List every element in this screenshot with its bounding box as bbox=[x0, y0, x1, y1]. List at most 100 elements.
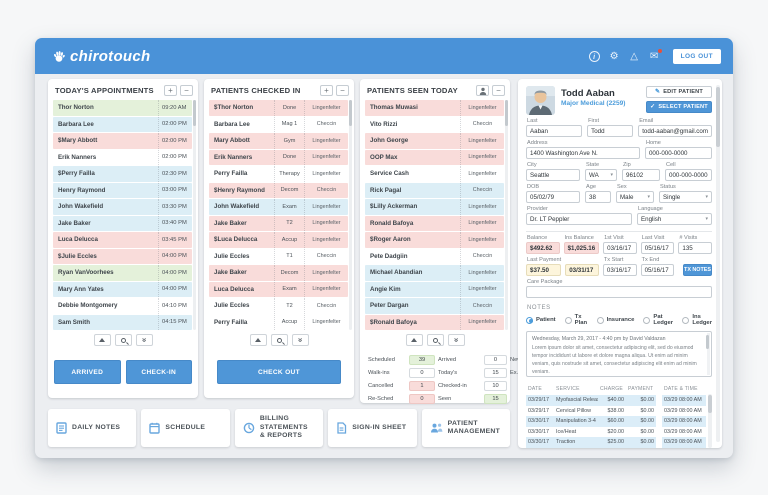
appointment-row[interactable]: Luca Delucca 03:45 PM bbox=[53, 232, 192, 248]
table-cell[interactable]: 03/29 08:00 AM bbox=[662, 395, 706, 406]
notes-tab-insurance[interactable]: Insurance bbox=[596, 316, 634, 324]
seen-today-row[interactable]: Ronald Bafoya Lingenfelter bbox=[365, 215, 504, 231]
first-visit-field[interactable]: 03/16/17 bbox=[603, 242, 637, 254]
notes-tab-patient[interactable]: Patient bbox=[526, 316, 556, 324]
appointment-row[interactable]: $Perry Failla 02:30 PM bbox=[53, 166, 192, 182]
check-in-button[interactable]: CHECK-IN bbox=[125, 360, 192, 384]
arrived-button[interactable]: ARRIVED bbox=[54, 360, 121, 384]
daily-notes-button[interactable]: DAILY NOTES bbox=[48, 409, 137, 447]
sign-in-sheet-button[interactable]: SIGN-IN SHEET bbox=[328, 409, 417, 447]
table-cell[interactable]: 03/30/17 bbox=[526, 426, 554, 437]
appointment-row[interactable]: $Mary Abbott 02:00 PM bbox=[53, 133, 192, 149]
appointment-row[interactable]: Erik Nanners 02:00 PM bbox=[53, 149, 192, 165]
tx-start-field[interactable]: 03/16/17 bbox=[602, 264, 637, 276]
table-cell[interactable]: $60.00 bbox=[598, 416, 626, 427]
seen-today-row[interactable]: Michael Abandian Lingenfelter bbox=[365, 265, 504, 281]
checked-in-row[interactable]: Perry Failla Accup Lingenfelter bbox=[209, 314, 348, 330]
seen-today-row[interactable]: Vito Rizzi Checcin bbox=[365, 116, 504, 132]
appointment-row[interactable]: Henry Raymond 03:00 PM bbox=[53, 182, 192, 198]
add-appointment-button[interactable]: + bbox=[164, 85, 177, 96]
appointment-row[interactable]: Sam Smith 04:15 PM bbox=[53, 314, 192, 330]
checked-in-row[interactable]: Perry Failla Therapy Lingenfelter bbox=[209, 166, 348, 182]
table-cell[interactable]: 03/30/17 bbox=[526, 437, 554, 448]
table-cell[interactable]: Traction bbox=[554, 437, 598, 448]
table-cell[interactable]: Ice/Heat bbox=[554, 426, 598, 437]
seen-today-row[interactable]: $Ronald Bafoya Lingenfelter bbox=[365, 314, 504, 330]
checked-in-row[interactable]: $Thor Norton Done Lingenfelter bbox=[209, 100, 348, 116]
settings-gear-icon[interactable]: ⚙ bbox=[609, 50, 619, 62]
appointment-row[interactable]: Ryan VanVoorhees 04:00 PM bbox=[53, 265, 192, 281]
table-cell[interactable]: 03/29/17 bbox=[526, 395, 554, 406]
remove-appointment-button[interactable]: − bbox=[180, 85, 193, 96]
table-cell[interactable]: Myofascial Release bbox=[554, 395, 598, 406]
language-select[interactable]: English ▾ bbox=[637, 213, 712, 225]
appointment-row[interactable]: $Julie Eccles 04:00 PM bbox=[53, 248, 192, 264]
walk-in-patient-button[interactable] bbox=[476, 85, 489, 96]
checked-in-row[interactable]: Luca Delucca Exam Lingenfelter bbox=[209, 281, 348, 297]
remove-seen-button[interactable]: − bbox=[492, 85, 505, 96]
table-cell[interactable]: 03/29 08:00 AM bbox=[662, 405, 706, 416]
table-cell[interactable]: $0.00 bbox=[626, 405, 656, 416]
notes-tab-pat-ledger[interactable]: Pat Ledger bbox=[643, 314, 673, 326]
search-button[interactable] bbox=[114, 334, 132, 346]
seen-today-row[interactable]: Rick Pagal Checcin bbox=[365, 182, 504, 198]
table-cell[interactable]: $40.00 bbox=[598, 395, 626, 406]
table-cell[interactable]: 03/29/17 bbox=[526, 405, 554, 416]
table-cell[interactable]: 03/29 08:00 AM bbox=[662, 426, 706, 437]
appointment-row[interactable]: Mary Ann Yates 04:00 PM bbox=[53, 281, 192, 297]
cell-phone-field[interactable]: 000-000-0000 bbox=[665, 169, 712, 181]
home-phone-field[interactable]: 000-000-0000 bbox=[644, 147, 712, 159]
first-name-field[interactable]: Todd bbox=[587, 125, 634, 137]
scroll-top-button[interactable] bbox=[93, 334, 111, 346]
appointment-row[interactable]: Barbara Lee 02:00 PM bbox=[53, 116, 192, 132]
scroll-bottom-button[interactable]: » bbox=[291, 334, 309, 346]
checked-in-row[interactable]: John Wakefield Exam Lingenfelter bbox=[209, 199, 348, 215]
seen-today-row[interactable]: Thomas Muwasi Lingenfelter bbox=[365, 100, 504, 116]
table-cell[interactable]: Manipulation 3-4 bbox=[554, 416, 598, 427]
table-cell[interactable]: 03/29 08:00 AM bbox=[662, 416, 706, 427]
checked-in-row[interactable]: Julie Eccles T1 Checcin bbox=[209, 248, 348, 264]
remove-checked-in-button[interactable]: − bbox=[336, 85, 349, 96]
notes-tab-tx-plan[interactable]: Tx Plan bbox=[564, 314, 588, 326]
schedule-button[interactable]: SCHEDULE bbox=[141, 409, 230, 447]
provider-field[interactable]: Dr. LT Peppler bbox=[526, 213, 632, 225]
services-scrollbar[interactable] bbox=[708, 394, 712, 448]
table-cell[interactable]: $0.00 bbox=[626, 437, 656, 448]
check-out-button[interactable]: CHECK OUT bbox=[217, 360, 341, 384]
checked-in-scrollbar[interactable] bbox=[349, 100, 352, 330]
seen-today-row[interactable]: John George Lingenfelter bbox=[365, 133, 504, 149]
last-name-field[interactable]: Aaban bbox=[526, 125, 583, 137]
patient-plan[interactable]: Major Medical (2259) bbox=[561, 100, 626, 107]
state-select[interactable]: WA ▾ bbox=[585, 169, 617, 181]
table-cell[interactable]: $25.00 bbox=[598, 437, 626, 448]
table-cell[interactable]: $38.00 bbox=[598, 405, 626, 416]
status-select[interactable]: Single ▾ bbox=[659, 191, 712, 203]
seen-today-row[interactable]: OOP Max Lingenfelter bbox=[365, 149, 504, 165]
seen-today-row[interactable]: $Roger Aaron Lingenfelter bbox=[365, 232, 504, 248]
appointment-row[interactable]: John Wakefield 03:30 PM bbox=[53, 199, 192, 215]
checked-in-row[interactable]: Mary Abbott Gym Lingenfelter bbox=[209, 133, 348, 149]
checked-in-row[interactable]: Jake Baker Decom Lingenfelter bbox=[209, 265, 348, 281]
appointment-row[interactable]: Jake Baker 03:40 PM bbox=[53, 215, 192, 231]
table-cell[interactable]: Cervical Pillow bbox=[554, 405, 598, 416]
table-cell[interactable]: 03/29 08:00 AM bbox=[662, 437, 706, 448]
checked-in-row[interactable]: Barbara Lee Mag 1 Checcin bbox=[209, 116, 348, 132]
appointment-row[interactable]: Thor Norton 09:20 AM bbox=[53, 100, 192, 116]
note-scrollbar[interactable] bbox=[706, 333, 710, 375]
seen-today-row[interactable]: Peter Dargan Checcin bbox=[365, 298, 504, 314]
table-cell[interactable]: 03/30/17 bbox=[526, 416, 554, 427]
checked-in-row[interactable]: Julie Eccles T2 Checcin bbox=[209, 298, 348, 314]
checked-in-row[interactable]: Erik Nanners Done Lingenfelter bbox=[209, 149, 348, 165]
email-field[interactable]: todd-aaban@gmail.com bbox=[638, 125, 712, 137]
seen-today-row[interactable]: Angie Kim Lingenfelter bbox=[365, 281, 504, 297]
messages-envelope-icon[interactable]: ✉ bbox=[649, 48, 662, 62]
sex-select[interactable]: Male ▾ bbox=[616, 191, 654, 203]
logout-button[interactable]: LOG OUT bbox=[672, 48, 721, 64]
scroll-top-button[interactable] bbox=[405, 334, 423, 346]
tx-notes-button[interactable]: TX NOTES bbox=[683, 264, 712, 276]
checked-in-row[interactable]: $Henry Raymond Decom Checcin bbox=[209, 182, 348, 198]
last-visit-field[interactable]: 05/16/17 bbox=[640, 242, 675, 254]
num-visits-field[interactable]: 135 bbox=[678, 242, 712, 254]
tx-end-field[interactable]: 05/16/17 bbox=[640, 264, 675, 276]
patient-panel-scrollbar[interactable] bbox=[716, 85, 720, 442]
